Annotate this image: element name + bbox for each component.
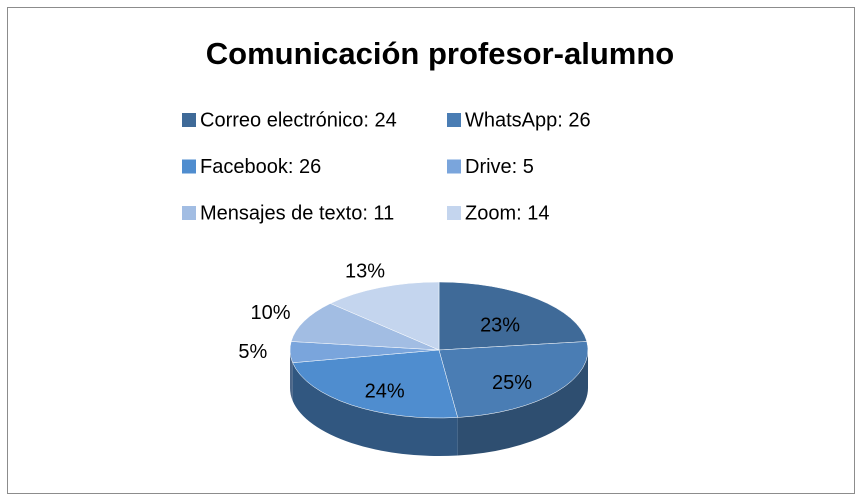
data-label: 10% <box>250 302 290 324</box>
chart-title: Comunicación profesor-alumno <box>206 36 674 71</box>
slice <box>438 341 589 418</box>
data-label: 24% <box>365 380 405 402</box>
slice-side <box>292 362 458 457</box>
legend-label: Mensajes de texto: 11 <box>200 202 394 224</box>
legend-label: Drive: 5 <box>465 156 534 178</box>
legend-swatch <box>447 159 461 174</box>
slice <box>290 303 440 351</box>
slice <box>329 281 440 351</box>
legend-label: Correo electrónico: 24 <box>200 109 397 131</box>
data-label: 13% <box>345 260 385 282</box>
data-label: 23% <box>480 315 520 337</box>
legend-swatch <box>182 206 196 220</box>
legend-label: Facebook: 26 <box>200 156 321 178</box>
data-label: 5% <box>238 341 267 363</box>
slice-side <box>457 350 588 456</box>
slice <box>292 349 458 419</box>
slice-side <box>290 350 293 401</box>
legend-swatch <box>182 159 196 174</box>
legend-swatch <box>447 206 461 220</box>
legend-label: WhatsApp: 26 <box>465 109 591 131</box>
legend-swatch <box>447 113 461 127</box>
data-label: 25% <box>492 372 532 394</box>
legend-swatch <box>182 113 196 127</box>
legend-label: Zoom: 14 <box>465 202 549 224</box>
slice <box>438 281 588 351</box>
